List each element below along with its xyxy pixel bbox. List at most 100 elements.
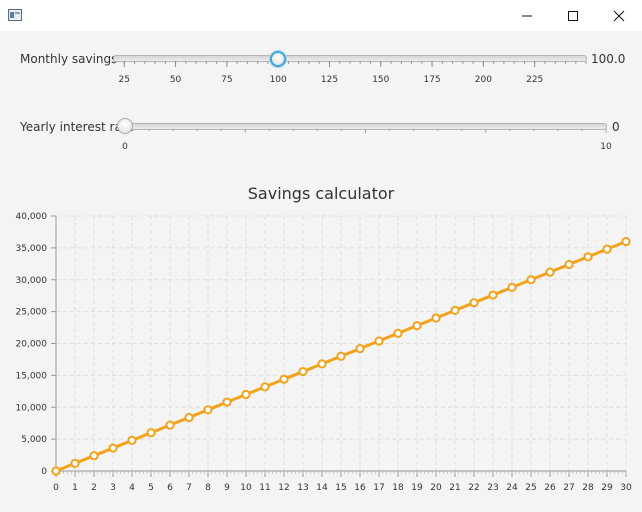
data-point (412, 321, 422, 331)
x-tick-label: 22 (468, 483, 479, 493)
x-tick-label: 19 (411, 483, 423, 493)
data-point (564, 259, 574, 270)
data-point (583, 252, 593, 262)
x-tick-label: 18 (392, 483, 404, 493)
y-tick-label: 30,000 (16, 276, 48, 286)
data-point (108, 443, 118, 453)
y-tick-label: 35,000 (16, 244, 48, 254)
app-icon (8, 9, 22, 21)
data-point (450, 305, 460, 315)
y-tick-label: 25,000 (16, 308, 48, 318)
interest-tick-label: 10 (600, 142, 612, 152)
monthly-tick-label: 25 (119, 75, 130, 85)
y-tick-label: 15,000 (16, 371, 48, 381)
x-tick-label: 25 (525, 483, 536, 493)
data-point (184, 412, 194, 423)
x-tick-label: 12 (278, 483, 289, 493)
data-point (336, 351, 346, 361)
data-point (165, 420, 175, 430)
monthly-savings-value: 100.0 (591, 52, 626, 66)
data-point (203, 405, 213, 415)
chart-title: Savings calculator (247, 184, 395, 203)
monthly-savings-thumb[interactable] (270, 51, 287, 67)
interest-rate-ticks: 0 10 (122, 129, 612, 152)
monthly-savings-ticks: 25 50 75 100 125 150 175 200 225 (113, 61, 587, 85)
data-point (222, 397, 232, 407)
data-point (602, 244, 612, 254)
data-point (526, 275, 536, 285)
data-point (393, 328, 403, 338)
minimize-button[interactable] (504, 0, 550, 31)
x-tick-label: 15 (335, 483, 346, 493)
monthly-tick-label: 125 (321, 75, 338, 85)
data-point (621, 236, 631, 247)
monthly-tick-label: 75 (221, 75, 232, 85)
x-tick-label: 9 (224, 483, 230, 493)
x-tick-label: 29 (601, 483, 613, 493)
x-tick-label: 2 (91, 483, 97, 493)
data-point (298, 366, 308, 377)
main-content: Monthly savings 25 50 75 100 125 150 175 200 225… (0, 31, 642, 512)
x-tick-label: 16 (354, 483, 366, 493)
monthly-tick-label: 225 (526, 75, 543, 85)
y-tick-label: 5,000 (21, 435, 47, 445)
x-tick-label: 3 (110, 483, 116, 493)
maximize-icon (568, 11, 578, 21)
interest-tick-label: 0 (122, 142, 128, 152)
close-button[interactable] (596, 0, 642, 31)
y-tick-label: 0 (41, 467, 47, 477)
data-point (241, 389, 251, 400)
y-tick-label: 10,000 (16, 403, 48, 413)
x-tick-label: 20 (430, 483, 442, 493)
savings-line-chart: 0 5,000 10,000 15,000 20,000 25,000 30,000 35,0… (16, 212, 632, 493)
maximize-button[interactable] (550, 0, 596, 31)
data-point (70, 458, 80, 468)
x-tick-label: 13 (297, 483, 308, 493)
close-icon (613, 10, 625, 22)
x-tick-label: 21 (449, 483, 460, 493)
x-tick-label: 17 (373, 483, 384, 493)
data-point (51, 466, 61, 476)
x-tick-label: 6 (167, 483, 173, 493)
data-point (146, 428, 156, 438)
x-tick-label: 23 (487, 483, 498, 493)
data-point (545, 267, 555, 277)
monthly-tick-label: 200 (475, 75, 492, 85)
x-tick-label: 11 (259, 483, 270, 493)
x-tick-label: 10 (240, 483, 252, 493)
data-point (488, 290, 498, 300)
x-tick-label: 5 (148, 483, 154, 493)
x-tick-label: 28 (582, 483, 594, 493)
interest-rate-thumb[interactable] (117, 118, 133, 134)
y-tick-label: 20,000 (16, 340, 48, 350)
x-tick-label: 0 (53, 483, 59, 493)
data-point (127, 435, 137, 445)
data-point (317, 359, 327, 369)
data-point (260, 382, 270, 392)
monthly-savings-label: Monthly savings (20, 52, 118, 66)
x-tick-label: 4 (129, 483, 135, 493)
x-tick-label: 8 (205, 483, 211, 493)
data-point (374, 336, 384, 346)
data-point (431, 313, 441, 323)
monthly-tick-label: 175 (423, 75, 440, 85)
x-tick-label: 27 (563, 483, 574, 493)
x-tick-label: 24 (506, 483, 518, 493)
monthly-tick-label: 50 (170, 75, 182, 85)
x-tick-label: 26 (544, 483, 556, 493)
interest-rate-label: Yearly interest rate (20, 120, 134, 134)
data-point (279, 374, 289, 384)
x-tick-label: 7 (186, 483, 192, 493)
x-tick-label: 1 (72, 483, 78, 493)
x-tick-label: 30 (620, 483, 632, 493)
monthly-tick-label: 150 (372, 75, 389, 85)
y-tick-label: 40,000 (16, 212, 48, 222)
monthly-tick-label: 100 (270, 75, 287, 85)
data-point (355, 344, 365, 354)
title-bar (0, 0, 642, 31)
data-point (507, 282, 517, 293)
x-tick-label: 14 (316, 483, 328, 493)
data-point (89, 451, 99, 461)
interest-rate-value: 0 (612, 120, 620, 134)
minimize-icon (522, 15, 532, 17)
